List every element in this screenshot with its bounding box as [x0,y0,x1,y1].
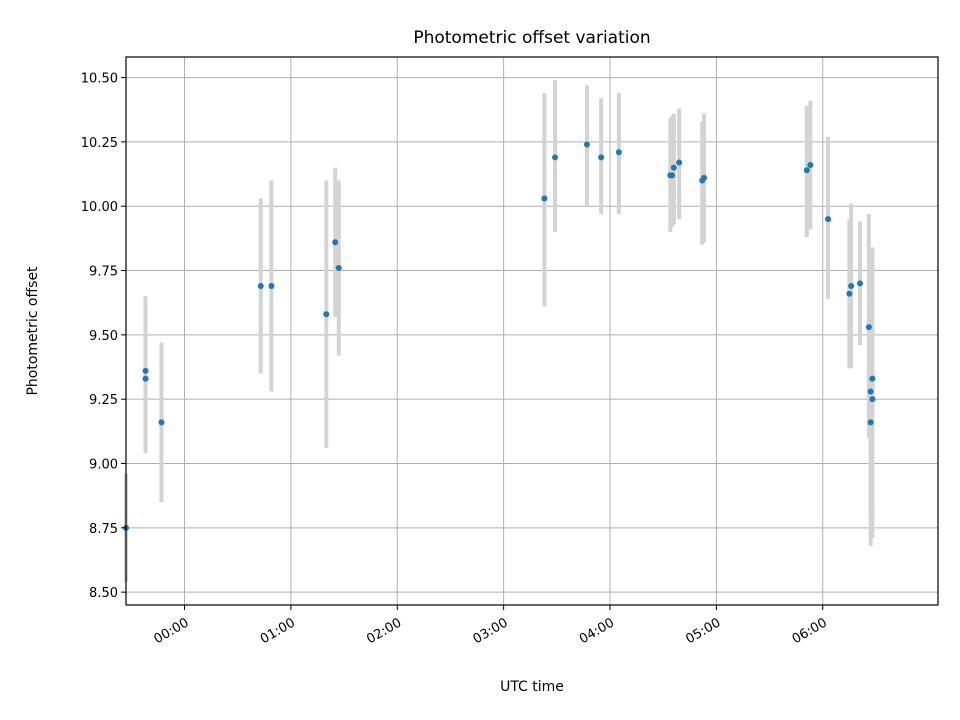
data-point [807,162,814,169]
data-point [865,324,872,331]
y-tick-label: 10.25 [81,136,118,151]
data-point [669,172,676,179]
data-point [323,311,330,318]
y-axis-label: Photometric offset [25,266,41,396]
data-point [869,396,876,403]
y-axis-ticks: 8.50 8.75 9.00 9.25 9.50 9.75 10.00 10.25 10.50 [81,72,126,601]
data-point [332,239,339,246]
grid [126,57,938,605]
data-points [123,141,876,531]
data-point [142,375,149,382]
data-point [676,159,683,166]
data-point [856,280,863,287]
y-tick-label: 8.50 [89,586,118,601]
data-point [869,375,876,382]
data-point [700,174,707,181]
data-point [335,264,342,271]
data-point [867,419,874,426]
data-point [268,282,275,289]
data-point [541,195,548,202]
data-point [825,216,832,223]
data-point [583,141,590,148]
y-tick-label: 10.50 [81,72,118,87]
data-point [598,154,605,161]
data-point [615,149,622,156]
x-axis-label: UTC time [500,679,564,695]
plot-frame [125,56,939,606]
data-point [552,154,559,161]
data-point [848,282,855,289]
y-tick-label: 9.50 [89,329,118,344]
y-tick-label: 8.75 [89,522,118,537]
chart-title: Photometric offset variation [413,28,650,48]
data-point [158,419,165,426]
data-point [142,367,149,374]
y-tick-label: 9.00 [89,457,118,472]
y-tick-label: 10.00 [81,200,118,215]
data-point [846,290,853,297]
y-tick-label: 9.75 [89,265,118,280]
data-point [257,282,264,289]
data-point [867,388,874,395]
data-point [803,167,810,174]
y-tick-label: 9.25 [89,393,118,408]
data-point [670,164,677,171]
